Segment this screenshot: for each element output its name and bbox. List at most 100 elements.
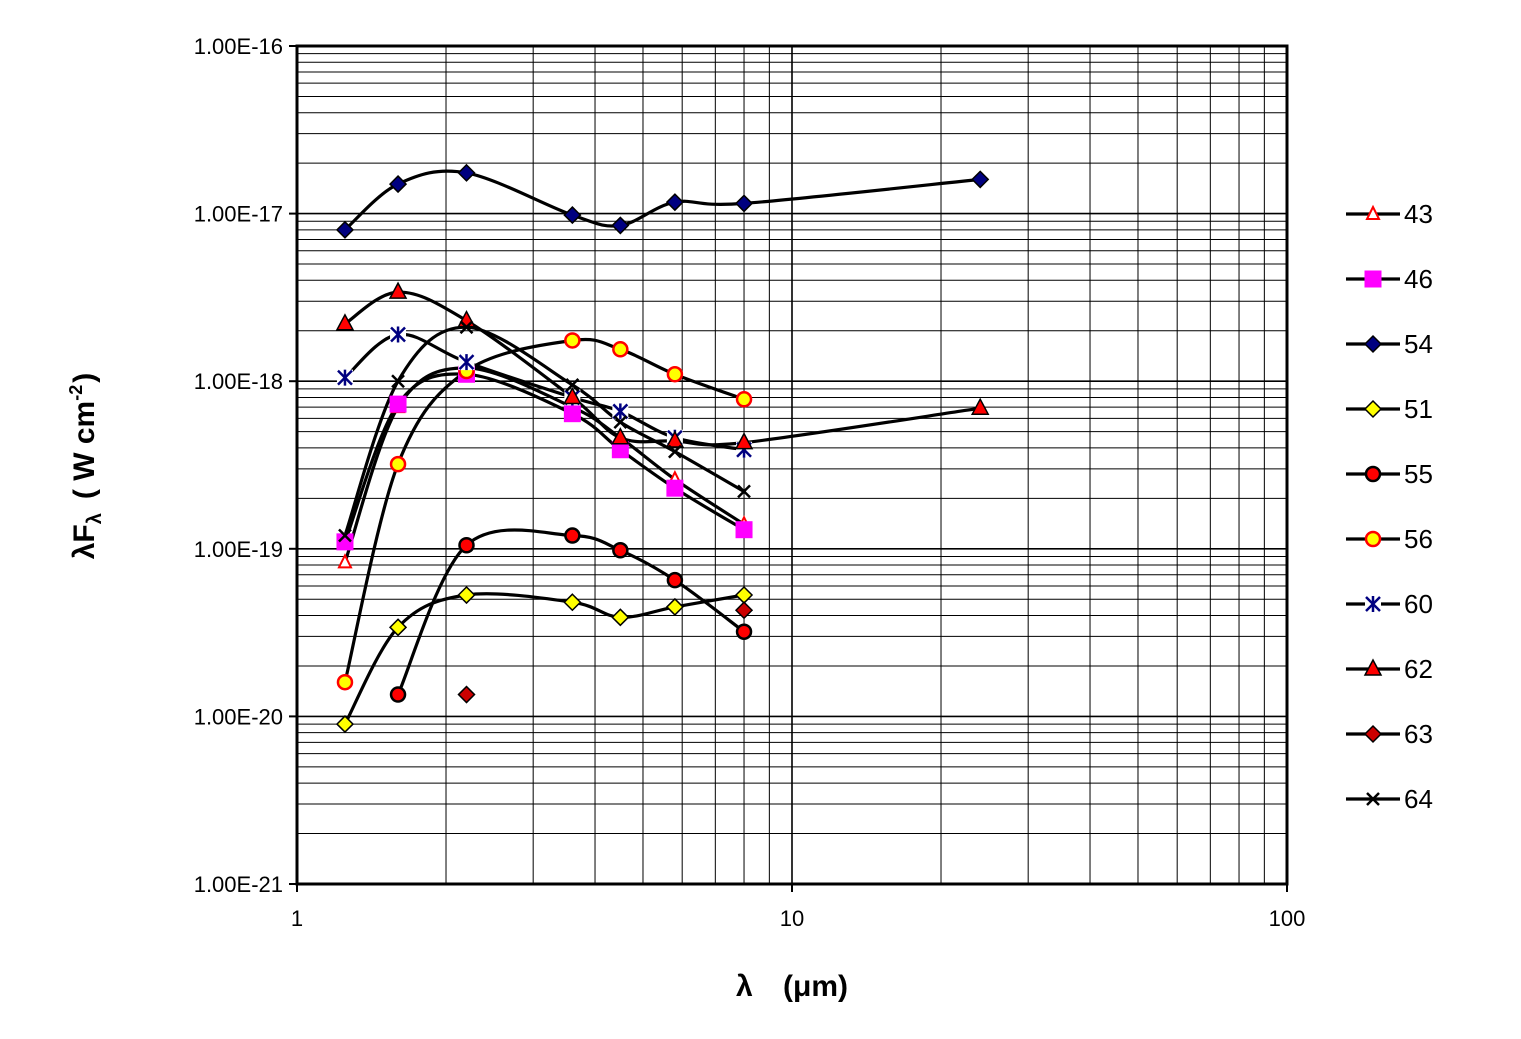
marker-circle (458, 536, 475, 554)
marker-diamond (611, 216, 630, 235)
marker-circle (1364, 465, 1382, 483)
series-line-62 (343, 290, 982, 447)
legend-label: 55 (1404, 459, 1433, 489)
series-markers (335, 163, 990, 734)
legend-item-55: 55 (1346, 459, 1433, 489)
legend-item-60: 60 (1346, 589, 1433, 619)
marker-diamond (335, 220, 355, 239)
legend-item-51: 51 (1346, 394, 1433, 424)
data-point-51 (611, 608, 630, 627)
data-point-51 (335, 715, 355, 734)
marker-diamond (388, 175, 408, 194)
x-tick-label: 10 (780, 906, 804, 931)
marker-diamond (1363, 334, 1383, 354)
marker-square (563, 405, 581, 423)
data-point-56 (564, 332, 581, 349)
marker-square (389, 395, 407, 413)
data-point-55 (389, 686, 407, 703)
data-point-62 (665, 430, 685, 448)
y-axis-title: λFλ ( W cm-2) (66, 373, 106, 560)
legend-item-56: 56 (1346, 524, 1433, 554)
marker-x-stroke (1366, 792, 1380, 806)
legend-item-54: 54 (1346, 329, 1433, 359)
data-point-64 (613, 415, 628, 429)
data-point-54 (563, 206, 582, 225)
data-point-54 (734, 194, 754, 213)
marker-diamond (457, 685, 476, 704)
marker-x-stroke (737, 484, 751, 499)
x-axis-units: (μm) (783, 970, 848, 1003)
marker-diamond (388, 618, 408, 637)
marker-circle (735, 623, 753, 640)
legend-item-43: 43 (1346, 199, 1433, 229)
marker-diamond (457, 163, 476, 182)
marker-circle (612, 542, 629, 559)
data-point-64 (668, 444, 682, 459)
marker-x-stroke (338, 528, 352, 543)
legend-marker (1363, 724, 1383, 744)
x-tick-labels: 1 10 100 (291, 884, 1305, 931)
legend-marker (1363, 658, 1383, 676)
data-point-54 (457, 163, 476, 182)
data-point-60 (390, 326, 407, 343)
data-point-63 (457, 685, 476, 704)
legend-marker (1366, 792, 1380, 806)
legend: 43 46 54 51 55 56 60 62 63 64 (1346, 199, 1433, 814)
legend-label: 60 (1404, 589, 1433, 619)
data-point-54 (611, 216, 630, 235)
marker-diamond (611, 608, 630, 627)
data-point-54 (388, 175, 408, 194)
data-point-46 (563, 405, 581, 423)
y-tick-label: 1.00E-20 (194, 704, 283, 729)
marker-square (735, 521, 753, 539)
data-point-56 (735, 391, 753, 408)
marker-circle (1364, 530, 1382, 548)
marker-diamond (1363, 399, 1383, 419)
legend-label: 43 (1404, 199, 1433, 229)
y-tick-label: 1.00E-19 (194, 537, 283, 562)
legend-label: 51 (1404, 394, 1433, 424)
marker-diamond (563, 206, 582, 225)
data-point-56 (389, 455, 407, 473)
x-axis-title: λ (μm) (736, 970, 848, 1003)
marker-diamond (335, 715, 355, 734)
data-point-64 (459, 320, 474, 335)
y-axis-f: F (68, 524, 101, 542)
legend-item-64: 64 (1346, 784, 1433, 814)
data-point-62 (734, 432, 754, 450)
series-line-54 (343, 169, 982, 232)
marker-circle (666, 366, 684, 383)
marker-triangle-open (337, 553, 353, 569)
data-point-51 (563, 593, 582, 612)
data-point-51 (457, 585, 476, 605)
marker-triangle (1363, 658, 1383, 676)
marker-x-stroke (613, 415, 628, 429)
y-axis-units: ( W cm (68, 401, 101, 499)
marker-circle (612, 341, 629, 358)
y-tick-label: 1.00E-18 (194, 369, 283, 394)
data-point-55 (735, 623, 753, 640)
data-point-64 (338, 528, 352, 543)
marker-triangle (388, 281, 408, 299)
data-point-55 (666, 571, 684, 589)
legend-label: 46 (1404, 264, 1433, 294)
data-point-55 (564, 527, 581, 544)
marker-triangle (563, 386, 582, 405)
marker-circle (336, 673, 354, 691)
data-point-55 (458, 536, 475, 554)
marker-circle (735, 391, 753, 408)
x-tick-label: 1 (291, 906, 303, 931)
legend-marker (1363, 399, 1383, 419)
data-point-62 (970, 397, 990, 415)
data-point-56 (336, 673, 354, 691)
legend-label: 62 (1404, 654, 1433, 684)
marker-square (1364, 270, 1382, 288)
marker-diamond (457, 585, 476, 605)
marker-triangle (970, 397, 990, 415)
data-point-54 (335, 220, 355, 239)
y-axis-close: ) (68, 373, 101, 383)
legend-label: 64 (1404, 784, 1433, 814)
marker-triangle (734, 432, 754, 450)
